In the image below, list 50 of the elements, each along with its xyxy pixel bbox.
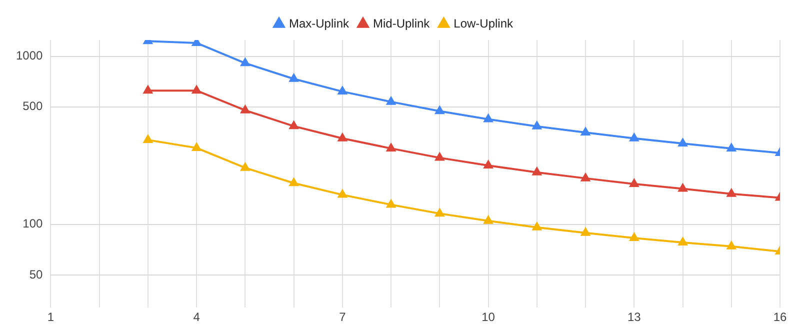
- x-tick-label: 16: [773, 310, 787, 324]
- point: [338, 86, 347, 95]
- point: [143, 134, 152, 143]
- point: [435, 208, 444, 217]
- point: [678, 238, 688, 246]
- y-tick-label: 50: [29, 267, 44, 282]
- point: [338, 133, 347, 142]
- point: [484, 160, 493, 169]
- point: [386, 200, 396, 208]
- legend-label: Mid-Uplink: [372, 16, 431, 30]
- point: [678, 184, 688, 192]
- x-tick-label: 1: [47, 310, 54, 324]
- point: [678, 138, 688, 146]
- point: [581, 173, 590, 182]
- y-tick-label: 500: [22, 99, 44, 114]
- legend-label: Max-Uplink: [288, 16, 350, 30]
- point: [484, 216, 493, 224]
- point: [386, 143, 396, 152]
- point: [532, 121, 542, 130]
- point: [630, 178, 639, 187]
- x-tick-label: 13: [627, 310, 642, 324]
- point: [240, 162, 250, 171]
- point: [581, 228, 590, 236]
- point: [581, 128, 590, 136]
- point: [289, 121, 298, 130]
- x-tick-label: 4: [193, 310, 200, 324]
- point: [240, 105, 250, 114]
- point: [484, 114, 493, 122]
- x-tick-label: 7: [339, 310, 346, 324]
- point: [192, 86, 202, 94]
- point: [630, 133, 639, 142]
- x-tick-label: 10: [482, 310, 496, 324]
- point: [338, 190, 347, 198]
- point: [289, 178, 298, 186]
- point: [386, 96, 396, 105]
- legend-label: Low-Uplink: [454, 16, 514, 30]
- point: [143, 86, 152, 94]
- point: [726, 241, 736, 250]
- point: [240, 58, 250, 66]
- point: [630, 233, 639, 242]
- point: [532, 222, 542, 230]
- point: [532, 167, 542, 176]
- point: [192, 142, 202, 151]
- point: [289, 74, 298, 82]
- point: [726, 188, 736, 197]
- y-tick-label: 1000: [16, 48, 44, 63]
- y-tick-label: 100: [22, 216, 44, 231]
- point: [435, 106, 444, 114]
- point: [726, 143, 736, 152]
- point: [435, 152, 444, 161]
